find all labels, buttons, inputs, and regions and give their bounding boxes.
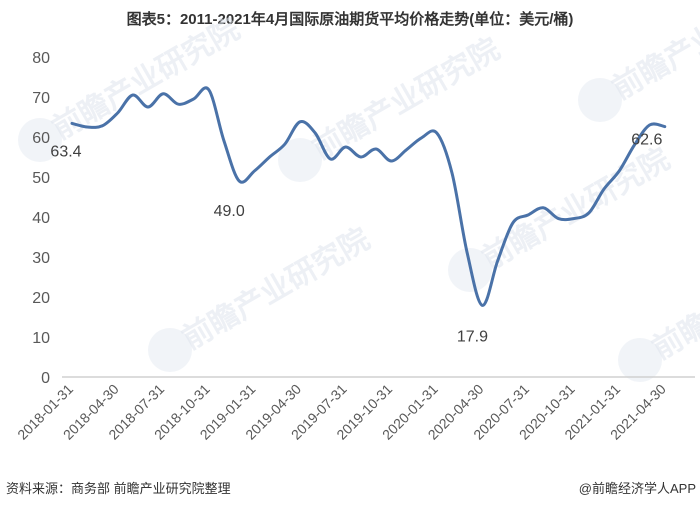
credit-note: @前瞻经济学人APP (578, 481, 696, 496)
watermark-text: 前瞻产业研究院 (177, 222, 376, 357)
y-tick-label: 40 (32, 210, 50, 227)
y-tick-label: 20 (32, 290, 50, 307)
source-note: 资料来源：商务部 前瞻产业研究院整理 (6, 481, 231, 496)
chart-title: 图表5：2011-2021年4月国际原油期货平均价格走势(单位：美元/桶) (126, 11, 574, 28)
line-chart: 前瞻产业研究院 前瞻产业研究院前瞻产业研究院前瞻产业研究院前瞻产业研究院前瞻产业研… (14, 0, 700, 443)
watermark-text: 前瞻产业研究院 (607, 0, 700, 107)
watermark-text: 前瞻产业研究院 (647, 232, 700, 367)
watermark-logo-icon (148, 328, 192, 372)
watermark-logo-icon (618, 338, 662, 382)
y-tick-label: 50 (32, 170, 50, 187)
x-axis: 2018-01-312018-04-302018-07-312018-10-31… (14, 381, 669, 443)
data-label: 49.0 (214, 203, 245, 220)
data-label: 62.6 (631, 132, 662, 149)
y-tick-label: 70 (32, 90, 50, 107)
y-axis: 0 10 20 30 40 50 60 70 80 (32, 50, 50, 387)
watermark-logo-icon (578, 78, 622, 122)
y-tick-label: 10 (32, 330, 50, 347)
y-tick-label: 80 (32, 50, 50, 67)
watermark-logo-icon (278, 138, 322, 182)
y-tick-label: 60 (32, 130, 50, 147)
y-tick-label: 30 (32, 250, 50, 267)
watermark-text: 前瞻产业研究院 (477, 142, 676, 277)
watermark-layer: 前瞻产业研究院 前瞻产业研究院前瞻产业研究院前瞻产业研究院前瞻产业研究院前瞻产业研… (18, 0, 700, 382)
price-line (70, 86, 667, 307)
data-label: 17.9 (457, 328, 488, 345)
watermark-logo-icon (18, 118, 62, 162)
y-tick-label: 0 (41, 370, 50, 387)
watermark-text: 前瞻产业研究院 (47, 12, 246, 147)
data-label: 63.4 (50, 143, 81, 160)
data-labels: 63.4 49.0 17.9 62.6 (50, 132, 662, 346)
watermark-text: 前瞻产业研究院 (307, 32, 506, 167)
